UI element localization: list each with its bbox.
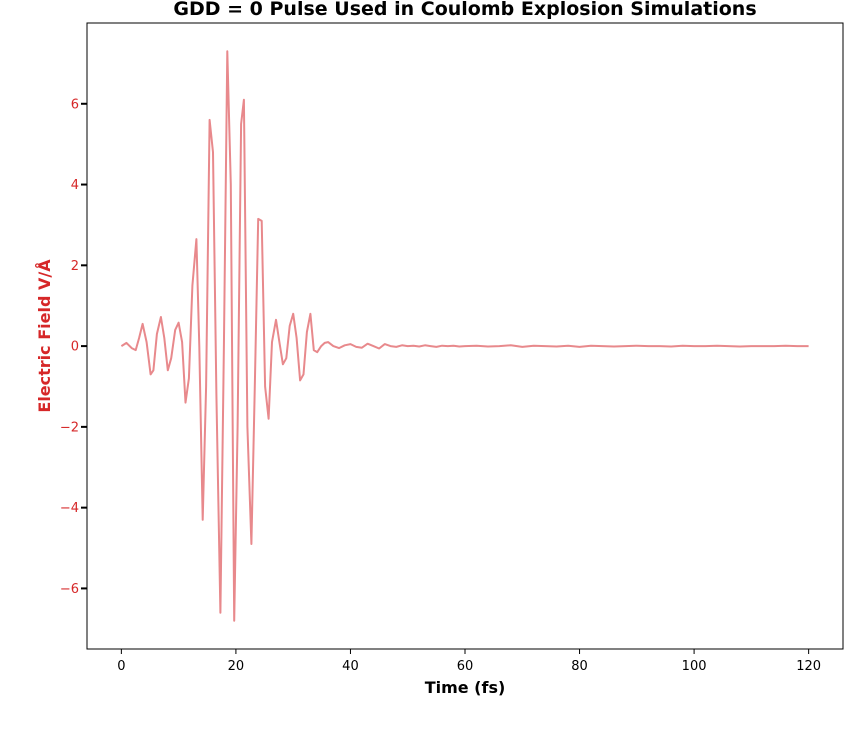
y-tick-label: 6 bbox=[71, 97, 79, 112]
x-tick-label: 0 bbox=[117, 659, 125, 674]
plot-frame bbox=[86, 22, 844, 650]
x-axis-label: Time (fs) bbox=[425, 678, 506, 697]
x-axis: 0 20 40 60 80 100 120 bbox=[117, 649, 821, 674]
x-tick-label: 60 bbox=[457, 659, 474, 674]
series-line-0 bbox=[120, 50, 809, 622]
y-tick-label: −4 bbox=[60, 501, 79, 516]
x-tick-label: 20 bbox=[228, 659, 245, 674]
x-tick-label: 120 bbox=[796, 659, 821, 674]
y-tick-label: −6 bbox=[60, 582, 79, 597]
y-tick-label: 4 bbox=[71, 178, 79, 193]
y-tick-label: 2 bbox=[71, 259, 79, 274]
y-axis-label: Electric Field V/Å bbox=[35, 259, 54, 413]
y-tick-label: −2 bbox=[60, 420, 79, 435]
chart-title: GDD = 0 Pulse Used in Coulomb Explosion … bbox=[173, 0, 756, 20]
x-tick-label: 100 bbox=[682, 659, 707, 674]
y-axis: −6 −4 −2 0 2 4 6 bbox=[60, 97, 87, 597]
y-tick-label: 0 bbox=[71, 340, 79, 355]
x-tick-label: 80 bbox=[571, 659, 588, 674]
plot-area bbox=[86, 22, 844, 650]
x-tick-label: 40 bbox=[342, 659, 359, 674]
